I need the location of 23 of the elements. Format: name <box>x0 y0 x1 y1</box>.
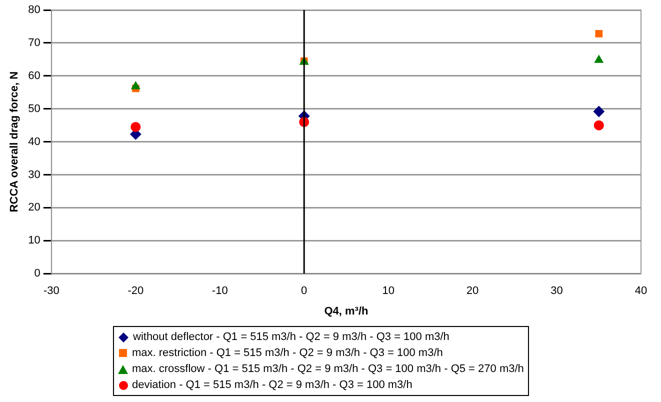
y-tick-label: 30 <box>28 168 40 181</box>
legend-label: deviation - Q1 = 515 m3/h - Q2 = 9 m3/h - Q3 = 100 m3/h <box>132 378 412 393</box>
x-tick-label: 0 <box>301 285 308 298</box>
legend-label: max. crossflow - Q1 = 515 m3/h - Q2 = 9 m3/h - Q3 = 100 m3/h - Q5 = 270 m3/h <box>132 362 524 377</box>
y-tick-label: 50 <box>28 102 40 115</box>
y-tick-label: 0 <box>34 268 40 280</box>
x-tick-label: -30 <box>43 285 60 298</box>
x-tick-label: -10 <box>212 285 228 298</box>
x-tick-label: 40 <box>634 285 648 298</box>
y-tick-label: 60 <box>28 70 40 82</box>
x-tick-label: 20 <box>466 285 479 298</box>
x-tick-label: 30 <box>550 285 563 298</box>
y-tick-label: 80 <box>28 4 40 16</box>
y-tick-label: 10 <box>28 234 40 247</box>
legend-label: without deflector - Q1 = 515 m3/h - Q2 = 9 m3/h - Q3 = 100 m3/h <box>133 330 450 345</box>
x-axis-title: Q4, m³/h <box>324 305 368 318</box>
y-axis-title: RCCA overall drag force, N <box>8 71 21 212</box>
legend-label: max. restriction - Q1 = 515 m3/h - Q2 = 9 m3/h - Q3 = 100 m3/h <box>132 346 443 361</box>
y-tick-label: 40 <box>28 136 40 148</box>
y-tick-label: 70 <box>28 36 40 49</box>
y-tick-label: 20 <box>28 202 40 214</box>
x-tick-label: 10 <box>382 285 394 298</box>
x-tick-label: -20 <box>128 285 144 298</box>
